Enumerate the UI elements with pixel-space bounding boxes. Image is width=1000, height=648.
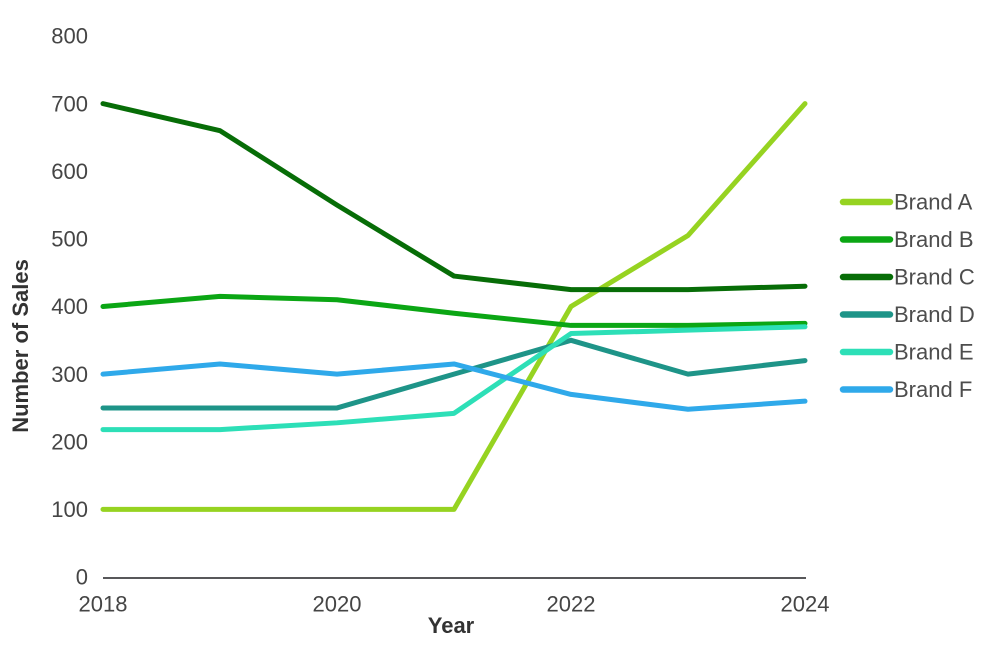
x-tick-label: 2020 (313, 592, 362, 617)
legend-label-brand-b: Brand B (894, 227, 974, 252)
series-lines (100, 101, 808, 512)
y-tick-label: 800 (51, 24, 88, 49)
legend-label-brand-e: Brand E (894, 340, 974, 365)
series-line-brand-d (100, 337, 808, 411)
legend-label-brand-f: Brand F (894, 377, 972, 402)
legend-label-brand-d: Brand D (894, 302, 975, 327)
x-axis-title: Year (428, 613, 475, 638)
legend-item-brand-a: Brand A (839, 190, 973, 215)
series-line-brand-e (100, 324, 808, 433)
y-tick-label: 200 (51, 429, 88, 454)
series-line-brand-a (100, 101, 808, 512)
x-tick-label: 2024 (781, 592, 830, 617)
legend-label-brand-a: Brand A (894, 190, 973, 215)
legend-item-brand-d: Brand D (839, 302, 975, 327)
x-tick-label: 2018 (79, 592, 128, 617)
x-axis-ticks: 2018 2020 2022 2024 (79, 592, 830, 617)
legend-label-brand-c: Brand C (894, 265, 975, 290)
legend-item-brand-f: Brand F (839, 377, 972, 402)
y-axis-title: Number of Sales (8, 259, 33, 433)
x-tick-label: 2022 (547, 592, 596, 617)
y-tick-label: 400 (51, 294, 88, 319)
series-line-brand-b (100, 293, 808, 328)
legend-item-brand-b: Brand B (839, 227, 974, 252)
legend-item-brand-c: Brand C (839, 265, 975, 290)
y-tick-label: 300 (51, 362, 88, 387)
y-tick-label: 0 (76, 565, 88, 590)
y-tick-label: 500 (51, 227, 88, 252)
legend-item-brand-e: Brand E (839, 340, 974, 365)
legend: Brand A Brand B Brand C Brand D Brand E Brand… (839, 190, 975, 402)
y-tick-label: 600 (51, 159, 88, 184)
series-line-brand-c (100, 101, 808, 293)
series-line-brand-f (100, 361, 808, 412)
y-tick-label: 100 (51, 497, 88, 522)
y-tick-label: 700 (51, 91, 88, 116)
y-axis-ticks: 0 100 200 300 400 500 600 700 800 (51, 24, 88, 590)
